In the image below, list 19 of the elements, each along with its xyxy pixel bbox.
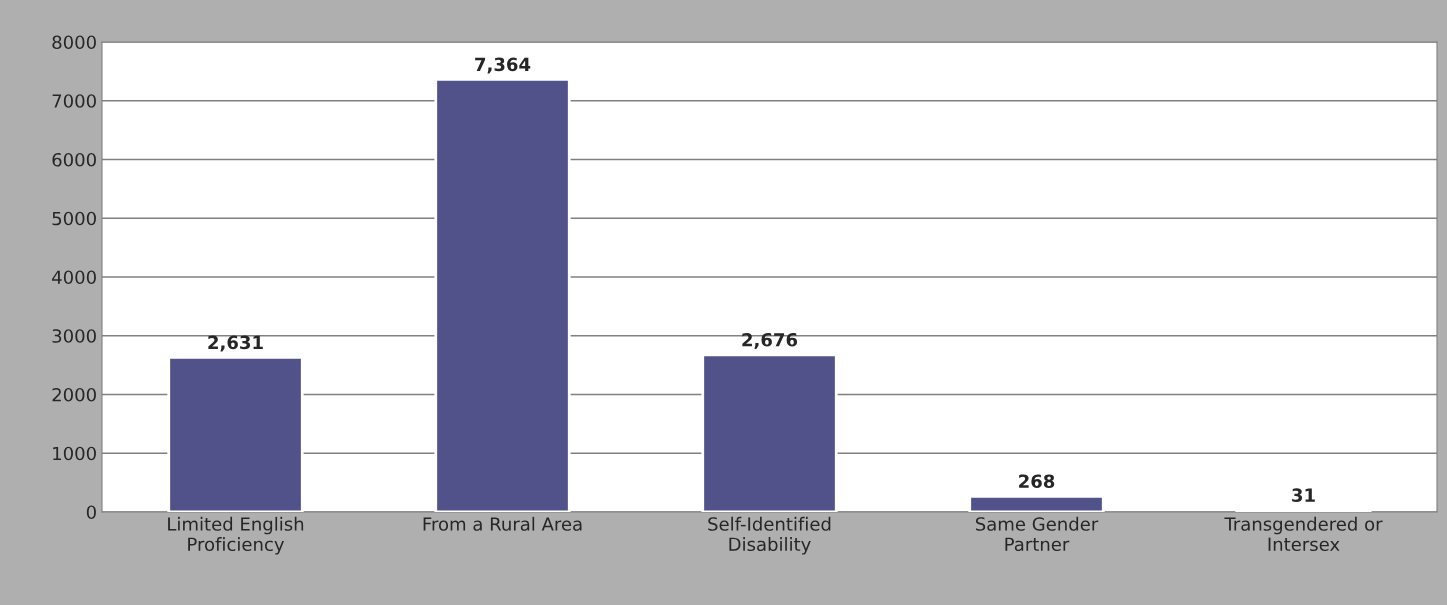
data-label: 268 (1019, 474, 1055, 489)
x-tick-label: Limited English Proficiency (168, 516, 304, 555)
data-label: 7,364 (475, 57, 531, 74)
y-tick-label: 6000 (52, 152, 96, 167)
x-tick-label: Self-Identified Disability (708, 516, 831, 555)
data-label: 31 (1292, 488, 1315, 502)
y-tick-label: 5000 (52, 211, 96, 226)
y-tick-label: 1000 (53, 446, 96, 461)
x-tick-label: Same Gender Partner (975, 516, 1099, 552)
y-tick-label: 3000 (52, 329, 96, 343)
y-tick-label: 4000 (52, 270, 96, 285)
data-label: 2,631 (208, 335, 263, 352)
y-tick-label: 0 (86, 505, 96, 520)
data-label: 2,676 (742, 332, 798, 349)
y-tick-label: 7000 (52, 94, 96, 108)
x-tick-label: Transgendered or Intersex (1224, 516, 1383, 552)
y-tick-label: 8000 (52, 35, 96, 50)
x-tick-label: From a Rural Area (423, 516, 582, 531)
y-tick-label: 2000 (52, 387, 96, 402)
